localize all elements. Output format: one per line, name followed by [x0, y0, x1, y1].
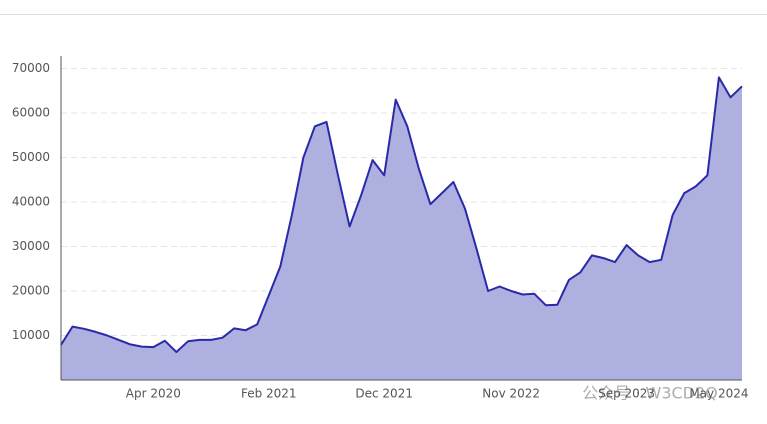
x-tick-label: Sep 2023	[598, 387, 655, 401]
y-tick-label: 70000	[12, 61, 50, 75]
y-tick-label: 50000	[12, 150, 50, 164]
line	[60, 76, 743, 353]
y-tick-label: 20000	[12, 283, 50, 297]
y-tick-label: 60000	[12, 105, 50, 119]
watermark: 公众号 · W3CD2Q	[582, 384, 718, 403]
x-tick-label: Apr 2020	[126, 387, 181, 401]
x-tick-label: Nov 2022	[482, 387, 540, 401]
x-tick-label: Dec 2021	[355, 387, 413, 401]
area	[61, 77, 742, 381]
y-tick-label: 40000	[12, 194, 50, 208]
x-tick-label: May 2024	[689, 387, 748, 401]
y-tick-label: 30000	[12, 239, 50, 253]
y-tick-label: 10000	[12, 328, 50, 342]
x-tick-label: Feb 2021	[241, 387, 297, 401]
